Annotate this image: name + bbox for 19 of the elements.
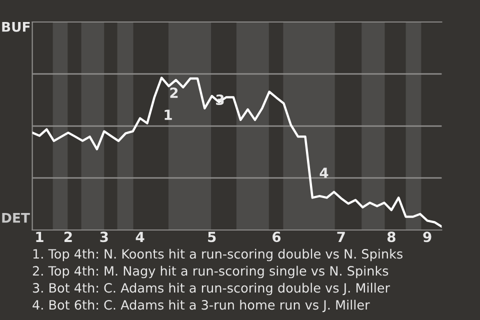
x-tick-label: 4 xyxy=(136,232,144,242)
annotation: 4 xyxy=(320,168,328,178)
x-tick-label: 8 xyxy=(387,232,396,242)
x-tick-label: 2 xyxy=(64,232,72,242)
annotation: 3 xyxy=(216,94,224,106)
x-tick-label: 9 xyxy=(423,232,432,242)
x-tick-label: 6 xyxy=(272,232,281,242)
x-tick-label: 3 xyxy=(100,232,108,242)
annotation: 2 xyxy=(170,88,178,98)
text: 1. Top 4th: N. Koonts hit a run-scoring double vs N. Spinks xyxy=(33,248,402,262)
x-tick-label: 5 xyxy=(208,232,216,242)
x-tick-label: 1 xyxy=(36,232,44,242)
text: 4. Bot 6th: C. Adams hit a 3-run home run vs J. Miller xyxy=(32,300,370,312)
text: BUF xyxy=(2,22,30,32)
text: 2. Top 4th: M. Nagy hit a run-scoring single vs N. Spinks xyxy=(32,266,388,278)
text: 3. Bot 4th: C. Adams hit a run-scoring double vs J. Miller xyxy=(32,282,390,296)
x-tick-label: 7 xyxy=(337,232,345,242)
text: DET xyxy=(2,213,30,223)
annotation: 1 xyxy=(164,110,172,120)
